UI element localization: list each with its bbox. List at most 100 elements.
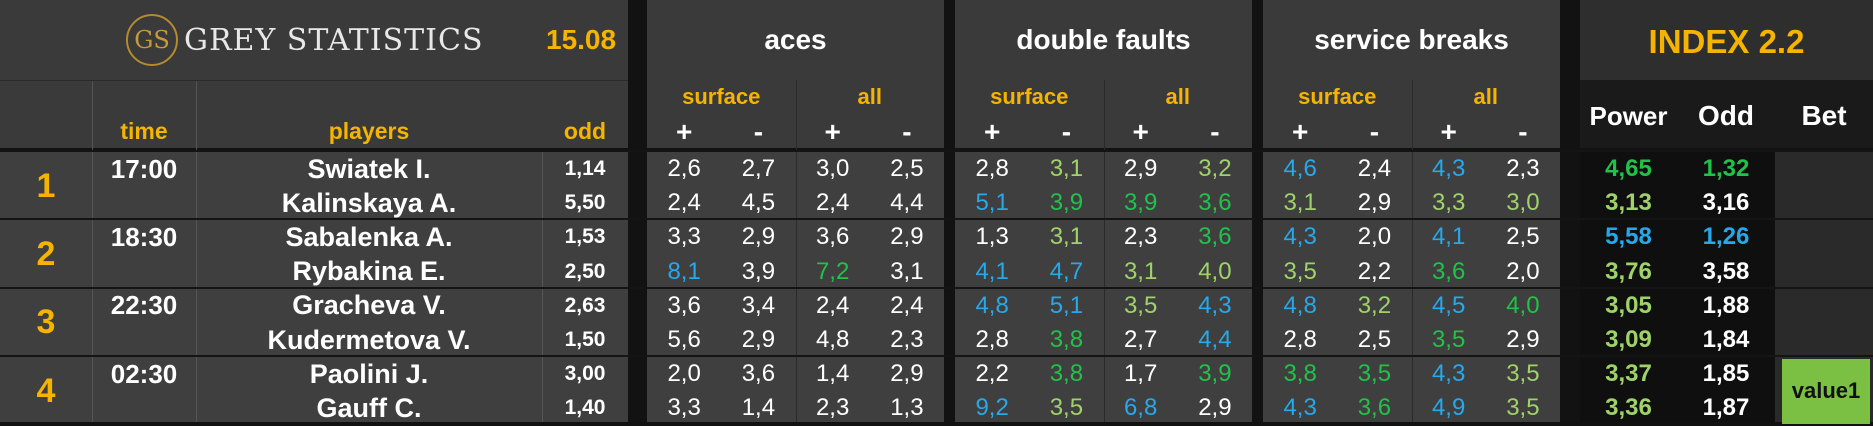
stat-value: 2,5 <box>1357 326 1392 354</box>
stat-value: 3,8 <box>1283 360 1317 388</box>
index-odd-value: 3,58 <box>1702 257 1750 285</box>
stat-value: 3,5 <box>1431 326 1466 354</box>
stat-value: 2,0 <box>667 360 701 388</box>
stat-value: 2,9 <box>890 360 924 388</box>
index-odd-value: 1,88 <box>1702 291 1750 319</box>
stat-value: 4,5 <box>1431 291 1466 319</box>
left-body-bg <box>0 150 628 422</box>
player-odd: 1,40 <box>564 396 606 420</box>
stat-value: 2,4 <box>667 189 701 217</box>
stat-value: 3,3 <box>667 223 701 251</box>
service-breaks-plus-label: + <box>1440 116 1457 147</box>
stat-value: 3,9 <box>1198 360 1232 388</box>
aces-plus-label: + <box>824 116 841 147</box>
stat-value: 2,4 <box>815 291 850 319</box>
stat-value: 3,6 <box>1431 257 1466 285</box>
stat-value: 4,8 <box>975 291 1009 319</box>
stat-value: 2,8 <box>1283 326 1317 354</box>
double-faults-minus-label: - <box>1061 116 1072 147</box>
double-faults-all-label: all <box>1165 84 1190 109</box>
index-odd-value: 1,84 <box>1702 326 1750 354</box>
player-name: Gauff C. <box>316 392 422 423</box>
stat-value: 2,0 <box>1357 223 1392 251</box>
players-header: players <box>328 117 410 144</box>
index-odd-value: 1,32 <box>1702 155 1750 183</box>
power-header: Power <box>1589 100 1668 131</box>
aces-surface-label: surface <box>682 84 761 109</box>
stat-value: 3,5 <box>1283 257 1317 285</box>
stat-value: 3,1 <box>1283 189 1317 217</box>
stat-value: 3,1 <box>1049 223 1084 251</box>
match-number: 3 <box>36 303 56 342</box>
power-value: 5,58 <box>1605 223 1652 251</box>
stat-value: 2,7 <box>741 155 776 183</box>
stat-value: 2,2 <box>1357 257 1392 285</box>
stat-value: 2,9 <box>741 326 776 354</box>
odd-header: odd <box>563 117 607 144</box>
stat-value: 3,9 <box>741 257 776 285</box>
power-value: 4,65 <box>1605 155 1652 183</box>
power-value: 3,09 <box>1605 326 1652 354</box>
time-header: time <box>120 117 168 144</box>
index-body-bg <box>1580 150 1775 422</box>
idx-odd-header: Odd <box>1698 100 1754 131</box>
stat-value: 4,1 <box>975 257 1009 285</box>
player-odd: 3,00 <box>564 362 606 386</box>
brand-logo: GS GREY STATISTICS <box>126 14 484 66</box>
stat-value: 3,6 <box>1357 394 1392 422</box>
player-odd: 2,63 <box>564 293 606 317</box>
index-odd-value: 1,85 <box>1702 360 1750 388</box>
stat-value: 3,6 <box>1198 223 1232 251</box>
stat-value: 4,8 <box>815 326 850 354</box>
stat-value: 3,6 <box>667 291 701 319</box>
gs-logo-icon: GS <box>126 14 178 66</box>
stat-value: 3,3 <box>667 394 701 422</box>
stat-value: 2,3 <box>1123 223 1158 251</box>
stat-value: 3,2 <box>1357 291 1392 319</box>
bet-value-badge: value1 <box>1782 359 1870 424</box>
double-faults-minus-label: - <box>1210 116 1220 147</box>
service-breaks-all-label: all <box>1473 84 1498 109</box>
match-number: 1 <box>36 166 56 205</box>
stat-value: 3,8 <box>1049 360 1084 388</box>
stat-value: 2,5 <box>890 155 924 183</box>
stat-value: 2,0 <box>1506 257 1540 285</box>
stat-value: 1,4 <box>741 394 776 422</box>
stat-value: 3,9 <box>1049 189 1084 217</box>
stat-value: 3,0 <box>1506 189 1540 217</box>
stat-value: 2,2 <box>975 360 1009 388</box>
stat-value: 3,6 <box>815 223 850 251</box>
service-breaks-minus-label: - <box>1518 116 1528 147</box>
stat-value: 8,1 <box>667 257 701 285</box>
stat-value: 2,3 <box>815 394 850 422</box>
stat-value: 4,3 <box>1431 155 1466 183</box>
bet-header: Bet <box>1801 100 1847 131</box>
stat-value: 3,1 <box>1123 257 1158 285</box>
aces-title: aces <box>764 24 827 55</box>
service-breaks-divider <box>1411 80 1413 422</box>
stat-value: 4,3 <box>1283 223 1317 251</box>
double-faults-title: double faults <box>1016 24 1191 55</box>
aces-minus-label: - <box>902 116 912 147</box>
stat-value: 2,9 <box>1506 326 1540 354</box>
service-breaks-minus-label: - <box>1369 116 1380 147</box>
match-time: 17:00 <box>110 153 178 184</box>
index-odd-value: 1,26 <box>1702 223 1750 251</box>
index-odd-value: 1,87 <box>1702 394 1750 422</box>
stat-value: 1,3 <box>890 394 924 422</box>
stat-value: 4,5 <box>741 189 776 217</box>
service-breaks-plus-label: + <box>1291 116 1309 147</box>
stat-value: 4,3 <box>1198 291 1232 319</box>
player-odd: 1,53 <box>564 225 606 249</box>
power-value: 3,37 <box>1605 360 1652 388</box>
player-name: Swiatek I. <box>307 153 431 184</box>
match-separator <box>0 150 1873 152</box>
double-faults-surface-label: surface <box>990 84 1069 109</box>
stat-value: 5,1 <box>1049 291 1084 319</box>
service-breaks-surface-label: surface <box>1298 84 1377 109</box>
player-name: Rybakina E. <box>292 256 446 287</box>
stat-value: 1,3 <box>975 223 1009 251</box>
stat-value: 2,9 <box>890 223 924 251</box>
power-value: 3,13 <box>1605 189 1652 217</box>
stat-value: 4,3 <box>1283 394 1317 422</box>
